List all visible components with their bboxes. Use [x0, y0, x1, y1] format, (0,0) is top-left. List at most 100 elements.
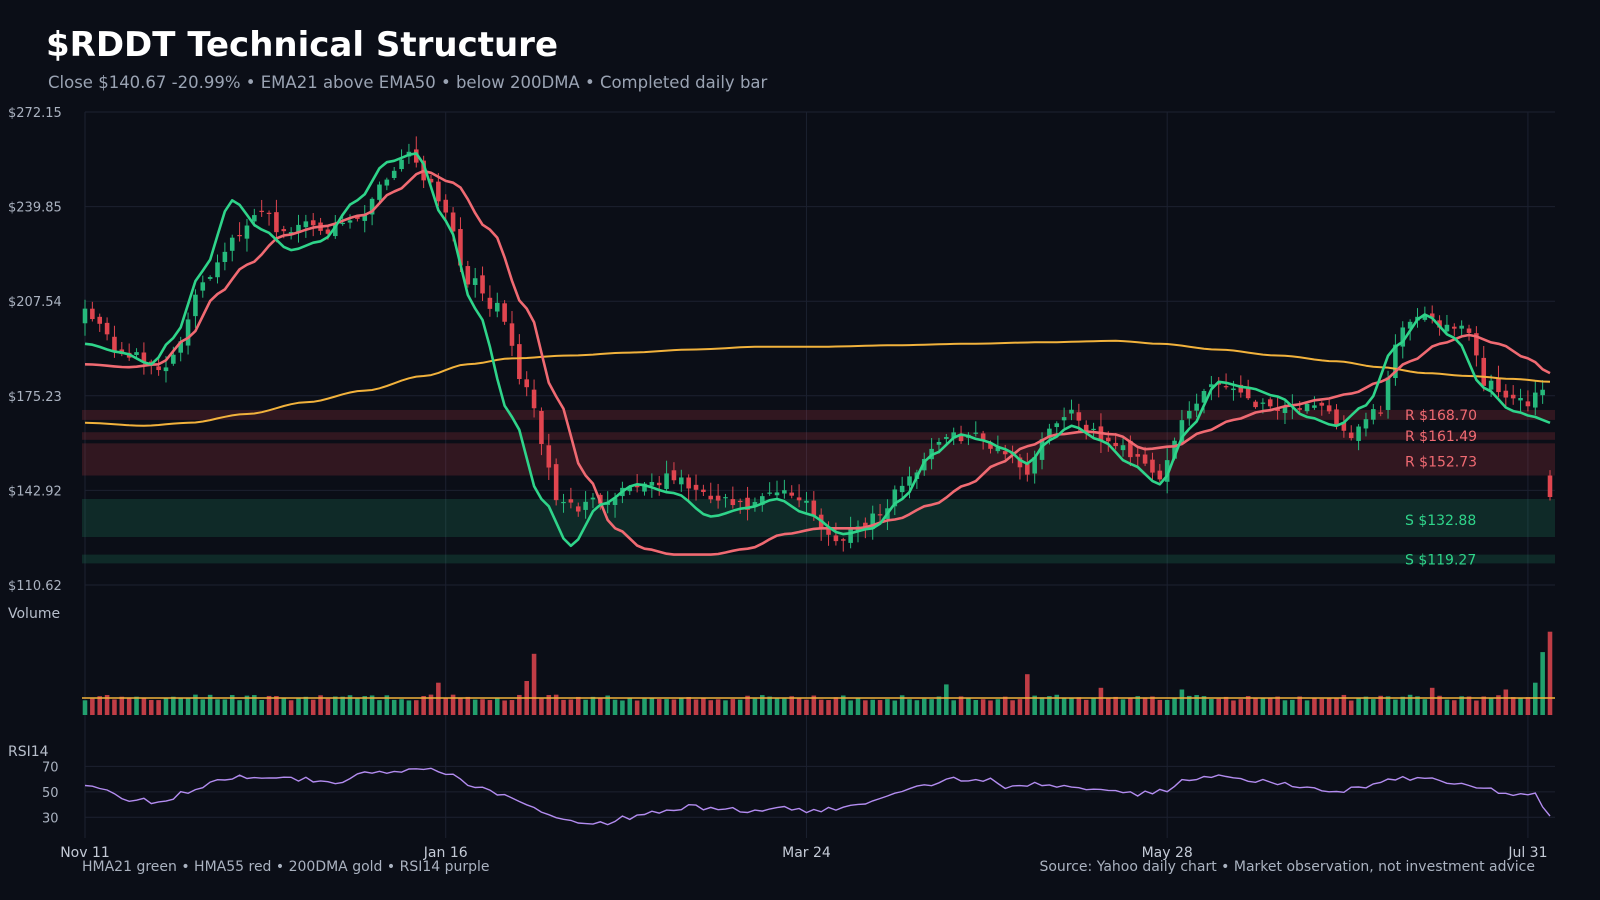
y-tick-label: $142.92	[8, 484, 62, 499]
candle-body	[583, 501, 588, 510]
candle-body	[229, 237, 235, 251]
x-tick-label: May 28	[1142, 845, 1193, 861]
level-labels: R $168.70 R $161.49 R $152.73 S $132.88 S $1…	[1405, 408, 1477, 569]
candle-body	[487, 297, 493, 309]
candle-body	[701, 489, 706, 492]
candle-body	[391, 170, 397, 178]
volume-bar	[1054, 694, 1060, 715]
volume-bar	[487, 700, 493, 715]
volume-bar	[679, 697, 684, 715]
volume-bar	[1474, 700, 1479, 715]
candle-body	[377, 184, 382, 200]
candle-body	[355, 216, 360, 219]
volume-bar	[1025, 674, 1030, 715]
candle-body	[1076, 412, 1082, 421]
volume-bar	[708, 700, 714, 715]
volume-bar	[362, 696, 368, 715]
candle-body	[767, 492, 772, 494]
candle-body	[112, 336, 117, 351]
volume-bar	[266, 695, 272, 715]
volume-bar	[428, 694, 434, 715]
volume-bar	[553, 694, 559, 715]
candle-body	[708, 495, 714, 500]
volume-bar	[237, 700, 242, 715]
volume-bar	[1510, 697, 1516, 715]
candle-body	[193, 294, 198, 317]
candle-body	[82, 308, 88, 324]
volume-bar	[1017, 699, 1023, 715]
volume-bar	[1518, 697, 1523, 715]
y-tick-label: $110.62	[8, 579, 62, 594]
volume-bar	[509, 700, 515, 715]
volume-bar	[112, 699, 117, 715]
volume-bar	[480, 699, 485, 715]
candle-body	[1157, 470, 1163, 480]
candle-body	[1496, 377, 1501, 393]
volume-bar	[907, 699, 912, 715]
volume-bar	[281, 697, 287, 715]
volume-bar	[148, 699, 154, 715]
candle-body	[1069, 409, 1074, 414]
volume-bar	[818, 699, 824, 715]
volume-bar	[539, 698, 544, 715]
volume-bar	[325, 698, 331, 715]
candle-body	[362, 214, 368, 221]
volume-bar	[1385, 696, 1391, 715]
volume-bar	[929, 699, 934, 715]
volume-bar	[921, 698, 927, 715]
candle-body	[384, 179, 390, 186]
volume-bar	[178, 698, 183, 715]
volume-bar	[1083, 699, 1089, 715]
volume-bar	[634, 700, 640, 715]
volume-bar	[899, 695, 905, 715]
volume-bar	[1459, 696, 1464, 715]
candle-body	[222, 251, 228, 262]
volume-bar	[760, 695, 765, 715]
candle-body	[237, 234, 242, 237]
candle-body	[1312, 405, 1317, 408]
candle-body	[465, 266, 471, 285]
candle-body	[546, 445, 552, 468]
volume-bar	[1047, 696, 1052, 715]
candle-body	[178, 341, 183, 353]
volume-bar	[1106, 697, 1111, 715]
volume-bar	[472, 699, 478, 715]
candle-body	[1459, 325, 1464, 329]
volume-bar	[494, 698, 500, 715]
volume-bar	[1186, 695, 1192, 715]
volume-bar	[436, 682, 441, 715]
candle-body	[1429, 313, 1435, 318]
candle-body	[1150, 459, 1155, 473]
volume-bar	[715, 699, 721, 715]
candle-body	[870, 513, 875, 529]
candle-body	[1510, 394, 1516, 399]
candle-body	[1518, 397, 1523, 401]
volume-bar	[1547, 631, 1553, 715]
candle-body	[1481, 357, 1487, 386]
volume-bar	[1452, 700, 1457, 715]
volume-bar	[171, 696, 176, 715]
candle-body	[995, 447, 1001, 452]
volume-bar	[163, 697, 169, 715]
candle-body	[494, 302, 500, 312]
volume-bar	[612, 699, 618, 715]
candle-body	[811, 500, 817, 516]
volume-bar	[458, 698, 463, 715]
volume-bar	[1488, 697, 1494, 715]
candle-body	[310, 220, 316, 226]
volume-bar	[1437, 695, 1442, 715]
candle-body	[1503, 390, 1509, 398]
volume-bar	[517, 694, 522, 715]
volume-bar	[1164, 699, 1170, 715]
candle-body	[723, 497, 728, 499]
volume-bar	[671, 699, 677, 715]
volume-bar	[1069, 698, 1074, 715]
candle-body	[1275, 408, 1280, 412]
candle-body	[1385, 377, 1391, 410]
volume-bar	[590, 696, 596, 715]
volume-bar	[546, 695, 552, 715]
candle-body	[877, 514, 883, 516]
volume-bar	[229, 695, 235, 715]
volume-bar	[1312, 697, 1317, 715]
